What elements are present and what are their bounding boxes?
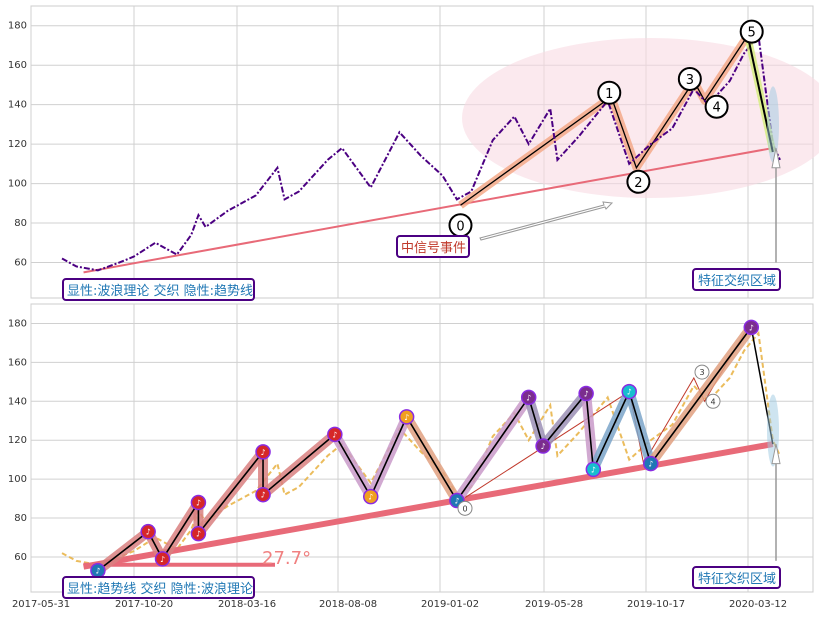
zigzag-marker-glyph: ♪	[591, 465, 596, 474]
ytick-label: 140	[8, 100, 27, 111]
small-wave-circle	[694, 364, 710, 380]
zigzag-marker-glyph: ♪	[526, 393, 531, 402]
bottom-panel-yticks: 60 80 100 120 140 160 180	[8, 318, 27, 563]
signal-label: 中信号事件	[401, 241, 466, 256]
ytick-label: 120	[8, 435, 27, 446]
zigzag-marker-glyph: ♪	[541, 442, 546, 451]
zigzag-marker-glyph: ♪	[260, 491, 265, 500]
small-wave-circle	[705, 393, 721, 409]
xtick-label: 2018-08-08	[319, 599, 377, 610]
zigzag-marker-glyph: ♪	[260, 448, 265, 457]
vertical-arrowhead	[771, 147, 781, 169]
ytick-label: 140	[8, 396, 27, 407]
ytick-label: 100	[8, 474, 27, 485]
top-panel-yticks: 60 80 100 120 140 160 180	[8, 21, 27, 269]
xtick-label: 2018-03-16	[218, 599, 276, 610]
zigzag-marker-glyph: ♪	[368, 493, 373, 502]
xtick-label: 2017-05-31	[12, 599, 70, 610]
zigzag-line	[97, 326, 752, 572]
ytick-label: 180	[8, 318, 27, 329]
zigzag-marker-glyph: ♪	[146, 528, 151, 537]
wave-line	[460, 35, 749, 206]
signal-ellipse	[462, 38, 819, 198]
zigzag-marker	[190, 525, 207, 542]
ytick-label: 60	[14, 257, 27, 268]
ytick-label: 120	[8, 139, 27, 150]
bottom-panel-content: ♪♪♪♪♪♪♪♪♪♪♪♪♪♪♪♪♪♪034	[61, 319, 781, 579]
zigzag-marker-glyph: ♪	[749, 323, 754, 332]
wave-label: 4	[712, 101, 720, 116]
zigzag-marker	[327, 426, 343, 443]
ytick-label: 100	[8, 179, 27, 190]
wave-label-circle	[677, 66, 702, 91]
small-wave-circle	[457, 500, 473, 516]
zigzag-marker	[520, 389, 537, 406]
zigzag-marker	[255, 444, 271, 460]
ytick-label: 160	[8, 357, 27, 368]
zigzag-marker-glyph: ♪	[332, 430, 337, 439]
xtick-label: 2019-05-28	[525, 599, 583, 610]
small-wave-label: 3	[699, 368, 704, 377]
ytick-label: 80	[14, 513, 27, 524]
zigzag-marker-glyph: ♪	[95, 567, 100, 576]
zigzag-marker-glyph: ♪	[454, 497, 459, 506]
top-region-box	[692, 268, 781, 291]
zigzag-marker	[398, 409, 415, 425]
zigzag-marker-glyph: ♪	[160, 555, 165, 564]
xtick-label: 2019-01-02	[421, 599, 479, 610]
wave-label: 3	[686, 73, 694, 88]
wave-label: 0	[456, 219, 464, 234]
small-wave-label: 4	[710, 397, 715, 406]
zigzag-marker	[140, 523, 156, 540]
bottom-caption-box	[62, 576, 255, 599]
wave-label: 5	[748, 26, 756, 41]
wave-label-circle	[704, 94, 729, 119]
zigzag-marker	[621, 383, 637, 400]
zigzag-marker	[578, 385, 594, 402]
zigzag-marker-glyph: ♪	[196, 498, 201, 507]
ytick-label: 80	[14, 218, 27, 229]
top-caption-box	[62, 278, 255, 301]
ytick-label: 180	[8, 21, 27, 32]
trendline	[83, 147, 773, 274]
zigzag-marker	[643, 455, 659, 472]
xtick-label: 2020-03-12	[729, 599, 787, 610]
bottom-vertical-arrowhead	[771, 444, 781, 465]
zigzag-marker	[190, 494, 207, 511]
zigzag-marker	[362, 488, 379, 505]
zigzag-marker-glyph: ♪	[196, 530, 201, 539]
angle-label: 27.7°	[262, 548, 311, 569]
ytick-label: 60	[14, 552, 27, 563]
bottom-caption: 显性:趋势线 交织 隐性:波浪理论	[67, 581, 253, 597]
xtick-label: 2017-10-20	[115, 599, 173, 610]
xtick-label: 2019-10-17	[627, 599, 685, 610]
zigzag-marker-glyph: ♪	[648, 460, 653, 469]
wave-label: 2	[634, 176, 642, 191]
small-wave-label: 0	[462, 504, 467, 513]
zigzag-marker-glyph: ♪	[404, 413, 409, 422]
wave-label-circle	[739, 19, 764, 44]
bottom-region-box	[692, 566, 781, 589]
wave-label-circle	[597, 80, 622, 105]
zigzag-marker	[585, 461, 602, 478]
zigzag-marker	[743, 319, 760, 336]
zigzag-marker	[255, 486, 271, 503]
bottom-region-label: 特征交织区域	[698, 571, 776, 587]
bottom-panel-xticks: 2017-05-31 2017-10-20 2018-03-16 2018-08-08…	[12, 599, 787, 610]
zigzag-marker-glyph: ♪	[627, 388, 632, 397]
top-caption: 显性:波浪理论 交织 隐性:趋势线	[67, 283, 253, 299]
top-panel-content: 0 1 2 3 4 5	[61, 19, 781, 274]
end-highlight	[767, 86, 779, 163]
top-region-label: 特征交织区域	[698, 273, 776, 289]
wave-label-circle	[626, 169, 651, 194]
zigzag-marker	[154, 551, 171, 567]
signal-arrow	[479, 201, 614, 241]
wave-label: 1	[605, 87, 613, 102]
signal-box	[396, 235, 470, 258]
ytick-label: 160	[8, 60, 27, 71]
price-line	[61, 33, 781, 272]
zigzag-marker-glyph: ♪	[584, 390, 589, 399]
zigzag-marker	[535, 438, 551, 454]
